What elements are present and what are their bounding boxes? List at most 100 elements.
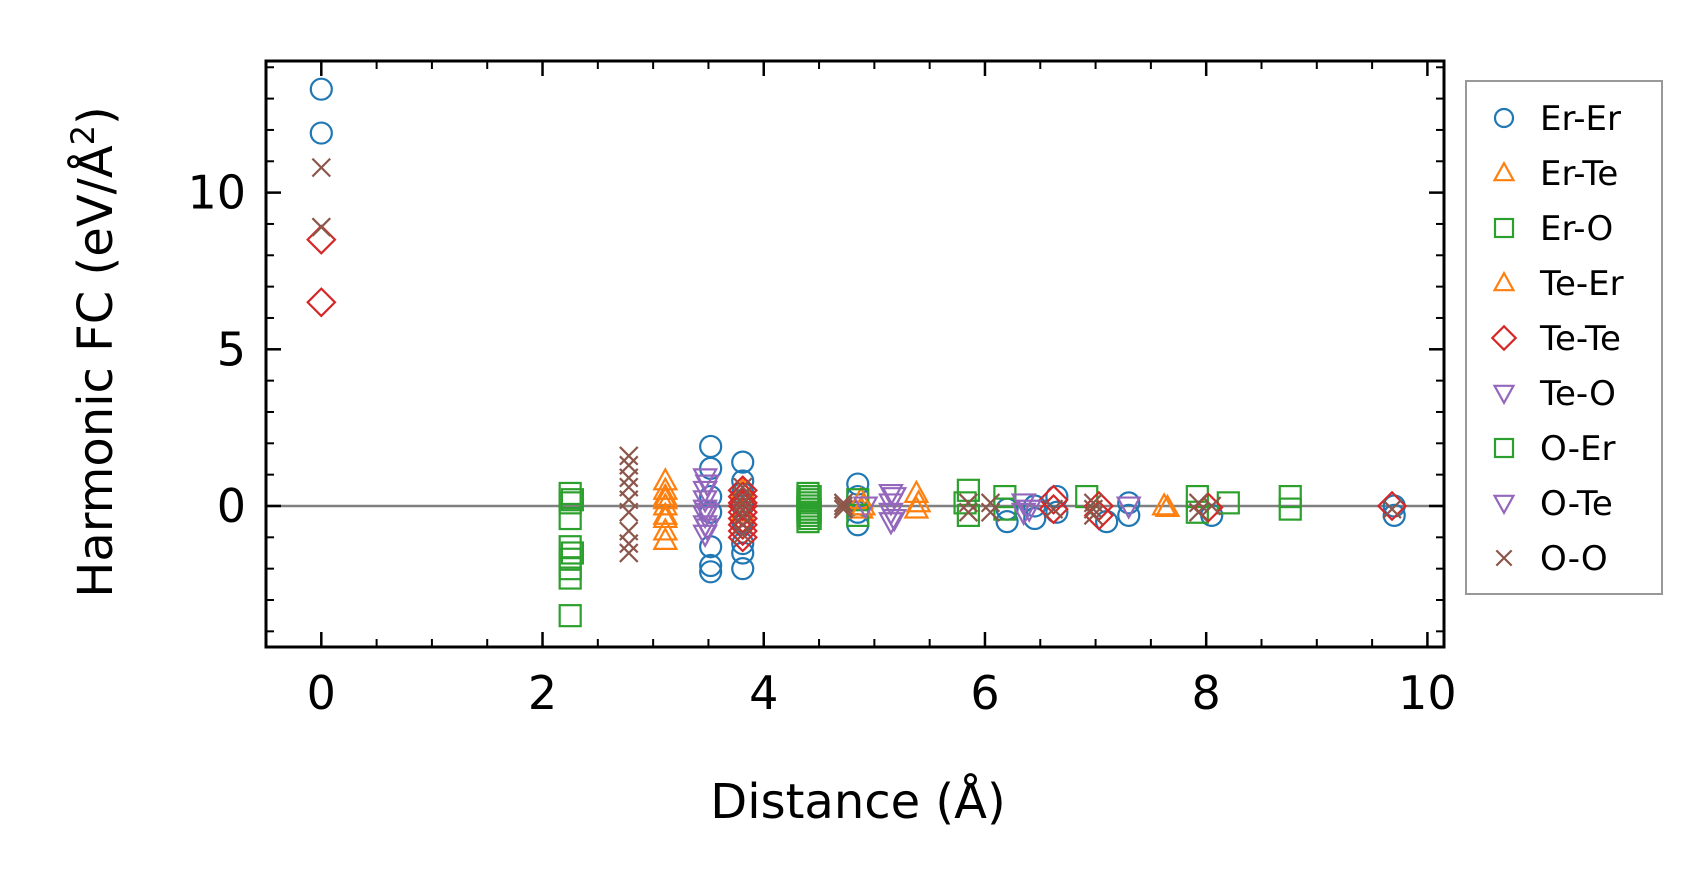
data-point-O-O — [733, 524, 753, 544]
data-point-O-O — [619, 446, 639, 466]
data-point-Er-O — [558, 604, 582, 628]
legend-entry: Er-O — [1493, 209, 1613, 249]
legend-marker — [1492, 270, 1516, 292]
data-point-O-O — [1083, 505, 1104, 526]
legend-entry: Te-Er — [1492, 264, 1624, 304]
y-axis-label-superscript: 2 — [64, 125, 102, 145]
data-point-O-O — [1382, 499, 1402, 519]
legend-marker — [1493, 217, 1515, 239]
x-tick-label: 6 — [970, 666, 999, 720]
data-point-O-O — [1043, 499, 1064, 519]
series-O-Er — [560, 484, 977, 565]
data-point-O-Te — [694, 474, 721, 498]
data-point-Er-Er — [699, 553, 723, 578]
x-tick-label: 4 — [749, 666, 778, 720]
data-point-O-Te — [1016, 499, 1043, 523]
data-point-Te-O — [1010, 502, 1037, 527]
data-point-Te-Er — [652, 501, 679, 525]
data-point-Er-O — [1185, 484, 1209, 509]
series-O-O — [311, 157, 1402, 563]
legend-label: Te-Te — [1539, 319, 1621, 359]
data-point-Er-Er — [1382, 503, 1406, 527]
legend-entry: O-Er — [1493, 429, 1615, 469]
y-tick-label: 10 — [187, 166, 246, 220]
y-axis-label: Harmonic FC (eV/Å2) — [64, 106, 124, 598]
data-point-Er-Te — [652, 476, 679, 500]
data-point-Er-Te — [1154, 493, 1181, 518]
y-tick-label: 5 — [217, 322, 246, 376]
legend-label: Er-Er — [1540, 99, 1621, 139]
data-point-O-O — [958, 493, 979, 513]
data-point-O-Te — [852, 496, 879, 520]
legend-marker — [1492, 494, 1516, 516]
data-point-O-Er — [560, 541, 584, 565]
x-tick-label: 0 — [307, 666, 336, 720]
data-point-Er-O — [558, 566, 582, 590]
data-point-Er-Te — [652, 526, 679, 550]
legend-box — [1465, 80, 1663, 595]
data-point-O-O — [1188, 493, 1209, 513]
data-point-O-O — [733, 515, 753, 535]
legend-label: O-Er — [1540, 429, 1615, 469]
legend-label: O-Te — [1540, 484, 1613, 524]
x-tick-label: 8 — [1192, 666, 1221, 720]
legend-marker — [1492, 384, 1516, 406]
data-point-O-Er — [798, 497, 822, 521]
data-point-Er-Er — [1117, 491, 1141, 515]
data-point-O-Te — [694, 502, 721, 527]
legend-entry: Te-Te — [1490, 319, 1621, 359]
legend: Er-Er Er-Te Er-O Te-Er Te-Te Te-O O-Er O-Te O-O — [1465, 80, 1663, 595]
data-point-O-Te — [881, 487, 908, 511]
y-axis-label-end: ) — [68, 106, 124, 125]
data-point-Te-Te — [306, 287, 337, 318]
series-O-Te — [694, 474, 1043, 542]
data-point-Te-Er — [1151, 492, 1178, 516]
data-point-Te-Te — [727, 509, 758, 540]
data-point-Er-O — [1278, 484, 1302, 509]
data-point-Te-O — [1115, 496, 1142, 520]
data-point-Er-Er — [699, 560, 723, 584]
legend-entry: O-Te — [1492, 484, 1613, 524]
data-point-O-O — [311, 157, 332, 178]
data-point-Er-O — [558, 491, 582, 515]
legend-marker — [1492, 160, 1516, 182]
data-point-O-O — [1202, 496, 1222, 516]
plot-frame — [264, 59, 1446, 649]
x-tick-label: 2 — [528, 666, 557, 720]
data-point-Er-Er — [995, 510, 1019, 534]
data-point-O-O — [311, 217, 332, 237]
data-point-Er-Er — [846, 472, 870, 496]
x-tick-label: 10 — [1398, 666, 1457, 720]
data-point-O-O — [733, 499, 753, 519]
series-Er-O — [558, 478, 1302, 628]
legend-marker — [1493, 437, 1515, 459]
legend-label: Er-Te — [1540, 154, 1618, 194]
x-axis-label: Distance (Å) — [710, 773, 1005, 830]
data-point-O-O — [1188, 502, 1209, 522]
data-point-O-O — [980, 493, 1001, 513]
data-point-Er-Er — [1045, 500, 1069, 524]
data-point-O-O — [833, 499, 854, 519]
legend-label: O-O — [1540, 539, 1608, 579]
axes: 0 2 4 6 8 10 0 5 10 — [187, 59, 1457, 720]
data-point-Er-O — [956, 503, 980, 527]
data-point-O-O — [733, 505, 753, 526]
data-point-Er-Er — [1117, 503, 1141, 527]
data-point-O-O — [1083, 499, 1104, 519]
data-point-Te-Er — [905, 489, 932, 513]
legend-label: Te-Er — [1539, 264, 1624, 304]
data-point-Er-Er — [731, 541, 755, 565]
data-point-O-O — [980, 502, 1001, 522]
data-point-O-Er — [560, 488, 584, 512]
data-point-O-Te — [694, 518, 721, 542]
legend-entry: Er-Er — [1493, 99, 1621, 139]
data-point-O-O — [733, 477, 753, 497]
plot-area — [266, 77, 1444, 628]
data-point-Te-Te — [1038, 493, 1069, 525]
data-point-O-O — [619, 502, 639, 522]
data-point-Er-O — [956, 478, 980, 502]
data-point-O-O — [619, 543, 639, 563]
legend-marker — [1495, 549, 1513, 567]
